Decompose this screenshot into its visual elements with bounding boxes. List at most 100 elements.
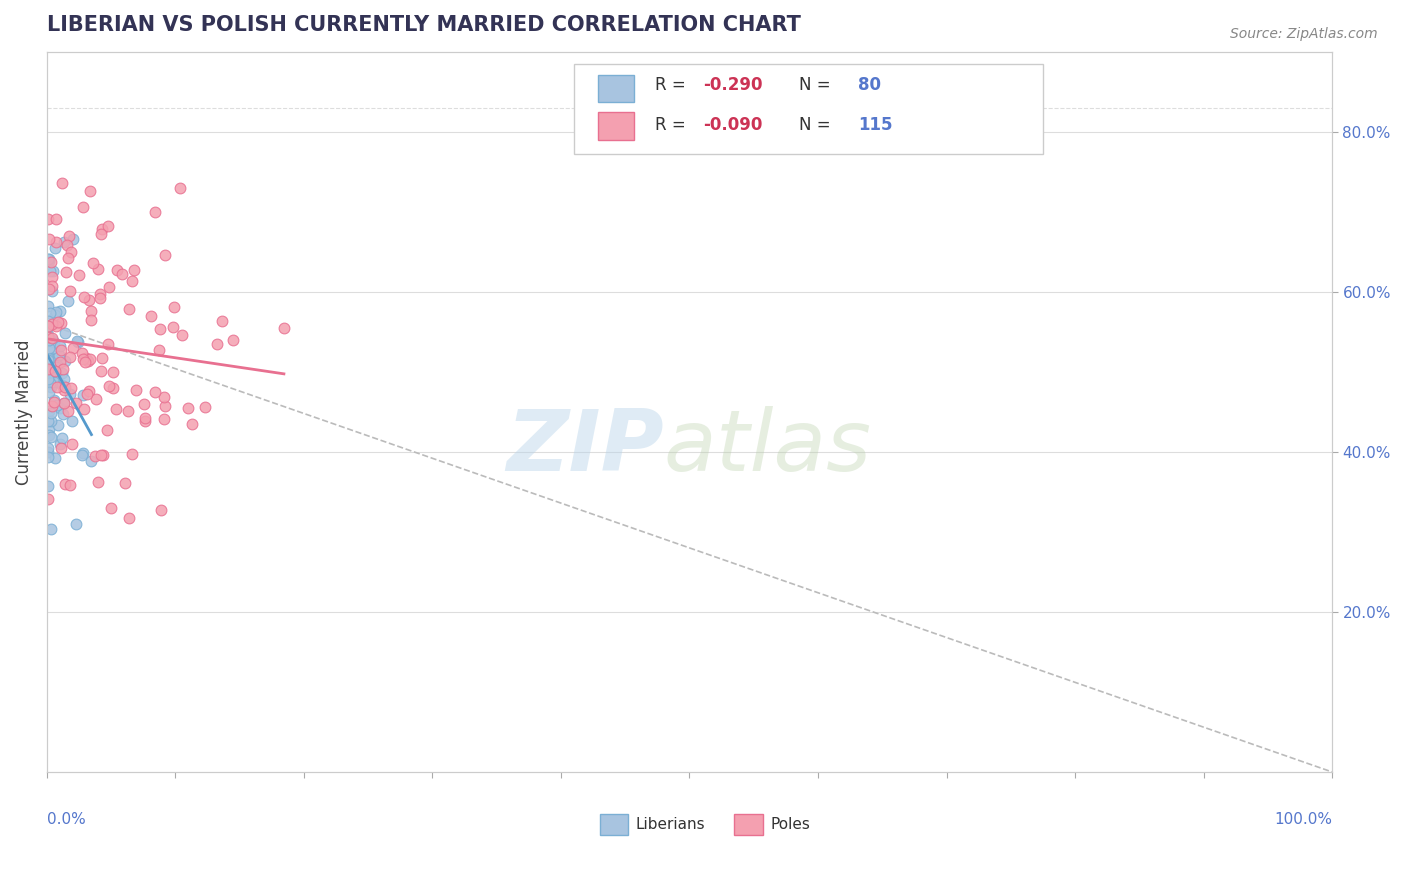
Point	[91, 222, 114, 236]
Point	[55, 265, 77, 279]
Point	[49, 441, 72, 455]
Point	[39, 365, 62, 379]
Point	[79, 184, 101, 198]
Point	[39, 430, 62, 444]
Point	[37, 491, 59, 506]
Point	[39, 376, 62, 390]
Point	[38, 254, 60, 268]
Point	[45, 304, 67, 318]
Point	[207, 337, 229, 351]
Point	[41, 399, 63, 413]
FancyBboxPatch shape	[598, 112, 634, 140]
Point	[48, 304, 70, 318]
Point	[65, 516, 87, 531]
Text: -0.290: -0.290	[703, 76, 763, 94]
Point	[38, 252, 60, 266]
FancyBboxPatch shape	[734, 814, 762, 835]
Point	[37, 478, 59, 492]
Point	[39, 522, 62, 536]
Point	[44, 241, 66, 255]
Point	[143, 205, 166, 219]
Point	[149, 322, 172, 336]
Point	[38, 428, 60, 442]
Point	[42, 395, 65, 409]
Point	[58, 229, 80, 244]
Point	[82, 255, 104, 269]
Point	[59, 244, 82, 259]
Point	[76, 386, 98, 401]
Point	[155, 399, 177, 413]
Point	[52, 235, 75, 249]
Point	[49, 355, 72, 369]
Point	[37, 344, 59, 359]
Point	[45, 358, 67, 372]
Point	[80, 303, 103, 318]
Point	[37, 330, 59, 344]
Point	[41, 278, 63, 293]
Point	[45, 398, 67, 412]
Point	[122, 263, 145, 277]
Point	[125, 384, 148, 398]
Point	[77, 293, 100, 307]
Point	[80, 454, 103, 468]
Point	[72, 200, 94, 214]
Point	[53, 371, 76, 385]
Point	[70, 448, 93, 462]
Point	[44, 451, 66, 466]
Point	[59, 386, 82, 401]
Point	[42, 342, 65, 356]
Point	[38, 232, 60, 246]
Point	[97, 337, 120, 351]
Text: N =: N =	[799, 76, 835, 94]
Point	[76, 354, 98, 368]
Point	[39, 374, 62, 388]
Point	[72, 388, 94, 402]
Point	[211, 314, 233, 328]
Text: Source: ZipAtlas.com: Source: ZipAtlas.com	[1230, 27, 1378, 41]
Point	[38, 354, 60, 368]
Point	[117, 302, 139, 317]
Point	[87, 475, 110, 489]
Point	[273, 320, 295, 334]
Point	[79, 352, 101, 367]
Point	[39, 380, 62, 394]
Point	[84, 392, 107, 406]
Point	[39, 264, 62, 278]
Point	[121, 274, 143, 288]
Point	[59, 350, 82, 364]
Point	[121, 447, 143, 461]
Point	[37, 450, 59, 464]
Point	[80, 313, 103, 327]
Text: atlas: atlas	[664, 407, 872, 490]
Point	[53, 354, 76, 368]
Point	[100, 500, 122, 515]
Text: N =: N =	[799, 116, 835, 135]
Point	[37, 362, 59, 376]
Point	[44, 334, 66, 349]
Point	[45, 211, 67, 226]
Point	[38, 333, 60, 347]
Point	[45, 368, 67, 383]
Point	[89, 291, 111, 305]
Point	[38, 318, 60, 333]
Point	[83, 450, 105, 464]
Point	[37, 212, 59, 227]
Point	[38, 404, 60, 418]
Point	[97, 219, 120, 233]
Point	[148, 343, 170, 357]
Point	[111, 268, 134, 282]
Point	[45, 235, 67, 249]
Point	[134, 414, 156, 428]
Point	[73, 402, 96, 417]
Point	[37, 299, 59, 313]
Point	[90, 448, 112, 462]
Point	[38, 282, 60, 296]
Point	[51, 176, 73, 190]
FancyBboxPatch shape	[599, 814, 628, 835]
Point	[103, 381, 125, 395]
Point	[56, 294, 79, 309]
Point	[62, 341, 84, 355]
Point	[152, 390, 174, 404]
Point	[52, 396, 75, 410]
Point	[66, 334, 89, 349]
